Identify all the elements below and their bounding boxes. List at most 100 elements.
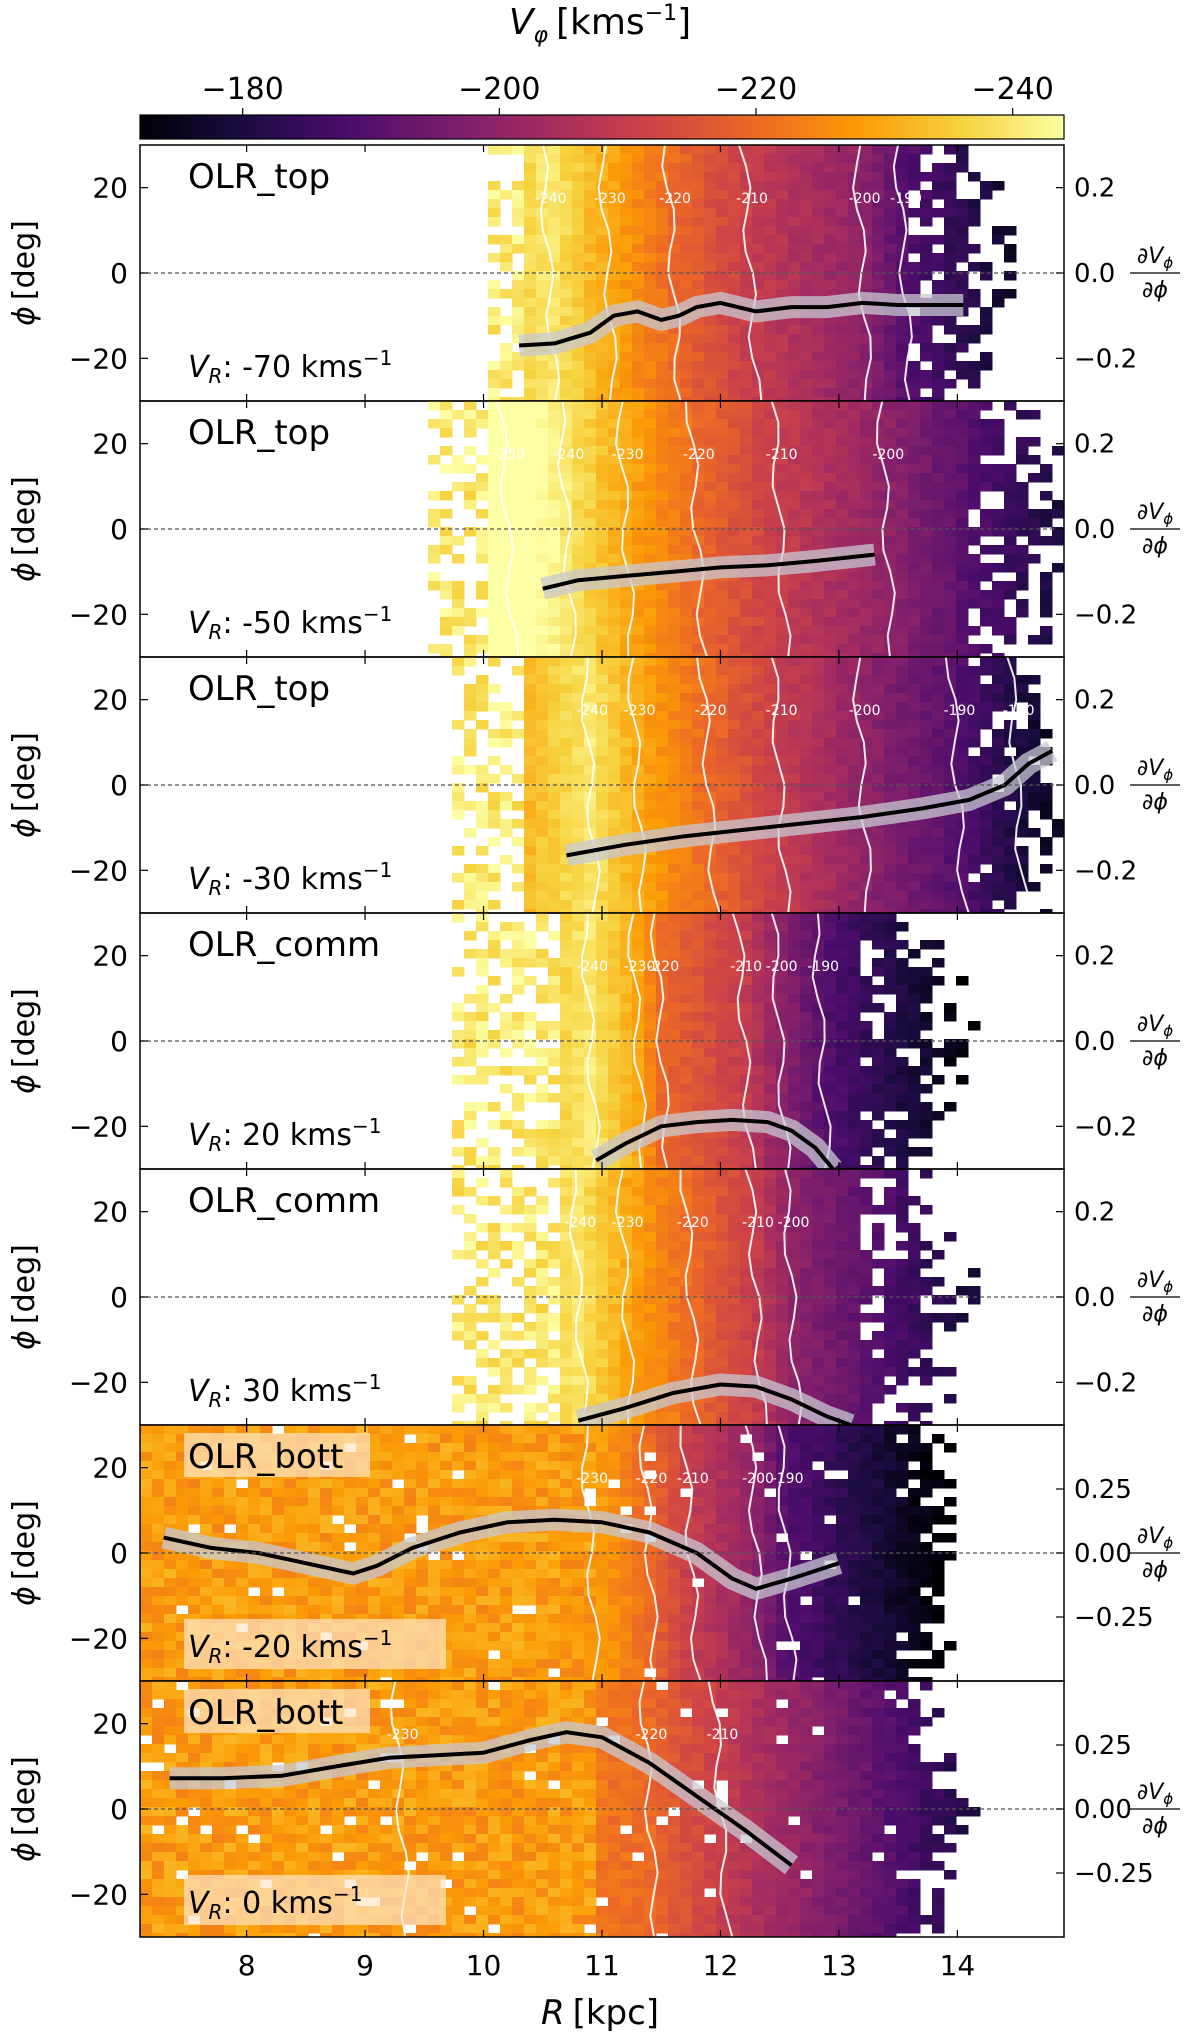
heatmap-cell bbox=[764, 783, 777, 793]
heatmap-cell bbox=[788, 352, 801, 362]
heatmap-cell bbox=[992, 801, 1005, 811]
heatmap-cell bbox=[560, 711, 573, 721]
heatmap-cell bbox=[824, 967, 837, 977]
heatmap-cell bbox=[704, 361, 717, 371]
heatmap-cell bbox=[704, 949, 717, 959]
heatmap-cell bbox=[824, 1066, 837, 1076]
heatmap-cell bbox=[656, 244, 669, 254]
heatmap-cell bbox=[812, 702, 825, 712]
heatmap-cell bbox=[824, 864, 837, 874]
heatmap-cell bbox=[512, 635, 525, 645]
heatmap-cell bbox=[872, 370, 885, 380]
heatmap-cell bbox=[956, 244, 969, 254]
heatmap-cell bbox=[668, 617, 681, 627]
heatmap-cell bbox=[776, 491, 789, 501]
heatmap-cell bbox=[992, 729, 1005, 739]
heatmap-cell bbox=[1028, 693, 1041, 703]
heatmap-cell bbox=[824, 846, 837, 856]
heatmap-cell bbox=[836, 1120, 849, 1130]
heatmap-cell bbox=[560, 900, 573, 910]
heatmap-cell bbox=[908, 657, 921, 667]
heatmap-cell bbox=[440, 581, 453, 591]
heatmap-cell bbox=[668, 545, 681, 555]
heatmap-cell bbox=[812, 774, 825, 784]
heatmap-cell bbox=[752, 1084, 765, 1094]
heatmap-cell bbox=[872, 361, 885, 371]
heatmap-cell bbox=[728, 316, 741, 326]
heatmap-cell bbox=[668, 635, 681, 645]
heatmap-cell bbox=[992, 289, 1005, 299]
heatmap-cell bbox=[800, 271, 813, 281]
heatmap-cell bbox=[740, 419, 753, 429]
heatmap-cell bbox=[884, 343, 897, 353]
heatmap-cell bbox=[776, 1102, 789, 1112]
heatmap-cell bbox=[728, 491, 741, 501]
heatmap-cell bbox=[524, 976, 537, 986]
heatmap-cell bbox=[740, 1003, 753, 1013]
heatmap-cell bbox=[644, 738, 657, 748]
heatmap-cell bbox=[1028, 792, 1041, 802]
heatmap-cell bbox=[860, 684, 873, 694]
heatmap-cell bbox=[728, 244, 741, 254]
heatmap-cell bbox=[572, 1156, 585, 1166]
heatmap-cell bbox=[800, 397, 813, 401]
heatmap-cell bbox=[896, 1021, 909, 1031]
heatmap-cell bbox=[572, 253, 585, 263]
heatmap-cell bbox=[776, 1039, 789, 1049]
heatmap-cell bbox=[716, 428, 729, 438]
heatmap-cell bbox=[1004, 563, 1017, 573]
y-tick-label: 0 bbox=[110, 257, 128, 290]
heatmap-cell bbox=[692, 900, 705, 910]
heatmap-cell bbox=[944, 455, 957, 465]
heatmap-cell bbox=[560, 509, 573, 519]
heatmap-cell bbox=[584, 756, 597, 766]
heatmap-cell bbox=[908, 828, 921, 838]
heatmap-cell bbox=[944, 882, 957, 892]
heatmap-cell bbox=[788, 473, 801, 483]
heatmap-cell bbox=[968, 244, 981, 254]
heatmap-cell bbox=[740, 428, 753, 438]
heatmap-cell bbox=[716, 208, 729, 218]
heatmap-cell bbox=[884, 235, 897, 245]
heatmap-cell bbox=[716, 163, 729, 173]
heatmap-cell bbox=[560, 922, 573, 932]
heatmap-cell bbox=[632, 163, 645, 173]
heatmap-cell bbox=[632, 599, 645, 609]
heatmap-cell bbox=[512, 298, 525, 308]
heatmap-cell bbox=[728, 289, 741, 299]
heatmap-cell bbox=[776, 527, 789, 537]
heatmap-cell bbox=[884, 410, 897, 420]
heatmap-cell bbox=[524, 738, 537, 748]
heatmap-cell bbox=[764, 1003, 777, 1013]
heatmap-cell bbox=[476, 949, 489, 959]
heatmap-cell bbox=[620, 729, 633, 739]
heatmap-cell bbox=[512, 397, 525, 401]
heatmap-cell bbox=[560, 1039, 573, 1049]
heatmap-cell bbox=[944, 635, 957, 645]
heatmap-cell bbox=[860, 994, 873, 1004]
heatmap-cell bbox=[788, 931, 801, 941]
heatmap-cell bbox=[1016, 572, 1029, 582]
heatmap-cell bbox=[896, 985, 909, 995]
heatmap-cell bbox=[872, 909, 885, 913]
heatmap-cell bbox=[752, 792, 765, 802]
heatmap-cell bbox=[848, 226, 861, 236]
heatmap-cell bbox=[920, 554, 933, 564]
heatmap-cell bbox=[752, 464, 765, 474]
heatmap-cell bbox=[620, 145, 633, 155]
heatmap-cell bbox=[836, 900, 849, 910]
heatmap-cell bbox=[848, 846, 861, 856]
heatmap-cell bbox=[836, 325, 849, 335]
heatmap-cell bbox=[476, 702, 489, 712]
heatmap-cell bbox=[896, 518, 909, 528]
heatmap-cell bbox=[860, 931, 873, 941]
heatmap-cell bbox=[908, 967, 921, 977]
heatmap-cell bbox=[956, 545, 969, 555]
heatmap-cell bbox=[740, 931, 753, 941]
heatmap-cell bbox=[920, 657, 933, 667]
heatmap-cell bbox=[812, 675, 825, 685]
heatmap-cell bbox=[728, 1138, 741, 1148]
heatmap-cell bbox=[500, 644, 513, 654]
heatmap-cell bbox=[488, 1102, 501, 1112]
heatmap-cell bbox=[488, 280, 501, 290]
